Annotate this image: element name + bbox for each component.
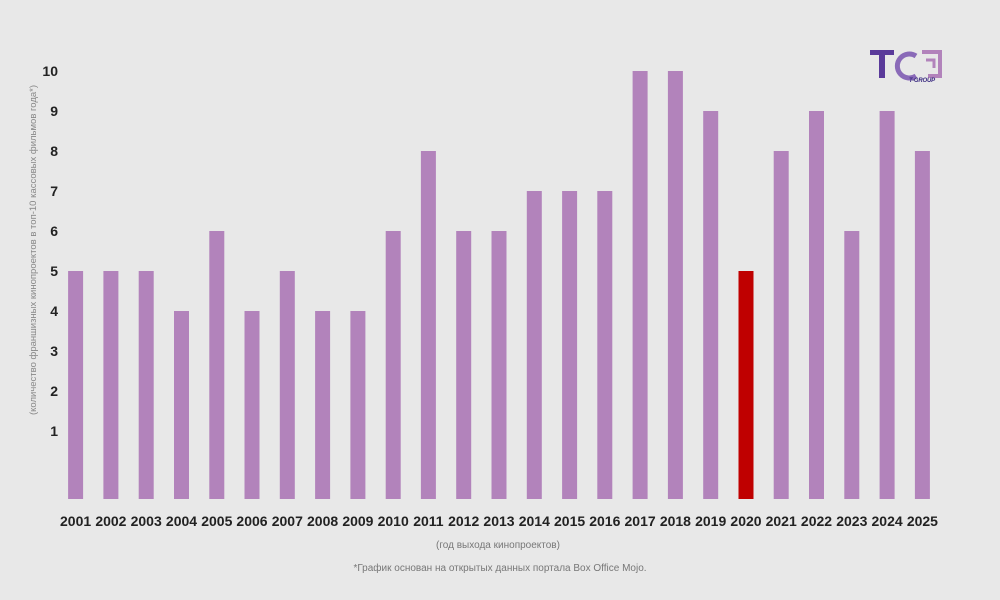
x-tick-2006: 2006 [236, 513, 267, 529]
x-tick-2009: 2009 [342, 513, 373, 529]
bar-2011 [420, 151, 436, 499]
bar-2025 [914, 151, 930, 499]
bar-2004 [174, 311, 189, 499]
bars-group [68, 71, 930, 499]
bar-2014 [526, 191, 542, 499]
bar-2020 [738, 271, 754, 499]
x-tick-2020: 2020 [730, 513, 761, 529]
x-tick-2001: 2001 [60, 513, 91, 529]
x-tick-2010: 2010 [378, 513, 409, 529]
x-tick-2005: 2005 [201, 513, 232, 529]
bar-2012 [456, 231, 472, 499]
x-tick-2022: 2022 [801, 513, 832, 529]
x-tick-2003: 2003 [131, 513, 162, 529]
x-tick-2016: 2016 [589, 513, 620, 529]
y-tick-4: 4 [50, 303, 58, 319]
logo-subtitle: T-GROUP [909, 78, 935, 84]
bar-2010 [385, 231, 401, 499]
y-axis-ticks: 1 2 3 4 5 6 7 8 9 10 [42, 63, 58, 439]
x-tick-2021: 2021 [766, 513, 797, 529]
y-tick-3: 3 [50, 343, 58, 359]
bar-2022 [809, 111, 824, 499]
bar-2016 [597, 191, 613, 499]
y-tick-10: 10 [42, 63, 58, 79]
x-tick-2013: 2013 [483, 513, 514, 529]
footnote: *График основан на открытых данных порта… [353, 562, 646, 574]
x-axis-ticks: 2001 2002 2003 2004 2005 2006 2007 2008 2009 2010… [60, 513, 938, 529]
bar-2005 [209, 231, 225, 499]
x-tick-2018: 2018 [660, 513, 691, 529]
bar-2023 [844, 231, 860, 499]
y-tick-9: 9 [50, 103, 58, 119]
y-tick-1: 1 [50, 423, 58, 439]
x-tick-2004: 2004 [166, 513, 197, 529]
x-tick-2008: 2008 [307, 513, 338, 529]
y-axis-label: (количество франшизных кинопроектов в то… [28, 85, 39, 415]
y-tick-2: 2 [50, 383, 58, 399]
bar-2017 [632, 71, 648, 499]
x-tick-2012: 2012 [448, 513, 479, 529]
x-tick-2007: 2007 [272, 513, 303, 529]
bar-2018 [667, 71, 683, 499]
x-tick-2002: 2002 [95, 513, 126, 529]
x-tick-2025: 2025 [907, 513, 938, 529]
x-axis-label: (год выхода кинопроектов) [436, 540, 560, 551]
bar-2024 [879, 111, 895, 499]
company-logo [870, 50, 942, 81]
y-tick-7: 7 [50, 183, 58, 199]
x-tick-2014: 2014 [519, 513, 550, 529]
bar-2019 [703, 111, 719, 499]
bar-2001 [68, 271, 84, 499]
bar-2015 [562, 191, 578, 499]
y-tick-5: 5 [50, 263, 58, 279]
bar-2003 [138, 271, 154, 499]
x-tick-2023: 2023 [836, 513, 867, 529]
x-tick-2019: 2019 [695, 513, 726, 529]
y-tick-6: 6 [50, 223, 58, 239]
x-tick-2011: 2011 [413, 513, 444, 529]
x-tick-2017: 2017 [625, 513, 656, 529]
bar-2009 [350, 311, 366, 499]
bar-2002 [103, 271, 119, 499]
bar-2008 [315, 311, 331, 499]
bar-2013 [491, 231, 507, 499]
x-tick-2024: 2024 [872, 513, 903, 529]
x-tick-2015: 2015 [554, 513, 585, 529]
bar-2021 [773, 151, 789, 499]
bar-2006 [244, 311, 260, 499]
y-tick-8: 8 [50, 143, 58, 159]
bar-2007 [279, 271, 295, 499]
